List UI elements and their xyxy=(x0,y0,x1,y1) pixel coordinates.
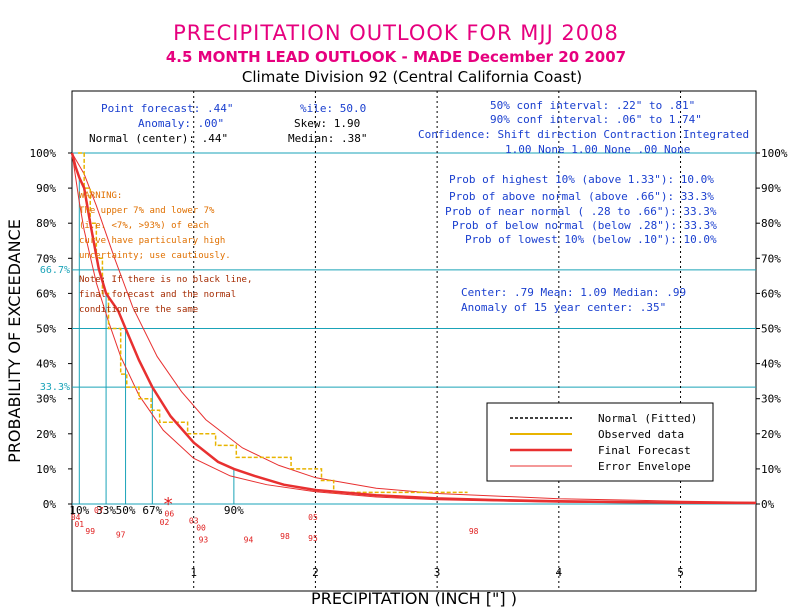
conf-interval-50: 50% conf interval: .22" to .81" xyxy=(490,99,695,112)
note-line: condition are the same xyxy=(79,305,198,315)
note-line: Note: If there is no black line, xyxy=(79,275,252,285)
y-tick-label-right: 100% xyxy=(761,147,788,160)
chart-subtitle: 4.5 MONTH LEAD OUTLOOK - MADE December 2… xyxy=(166,48,626,66)
year-label: 97 xyxy=(116,530,126,539)
y-axis-label: PROBABILITY OF EXCEEDANCE xyxy=(5,219,24,463)
percentile-label: 33% xyxy=(96,504,116,517)
climate-division-label: Climate Division 92 (Central California … xyxy=(242,68,582,86)
center-stats: Center: .79 Mean: 1.09 Median: .99 xyxy=(461,286,686,299)
year-label: 04 xyxy=(71,513,81,522)
reference-label: 66.7% xyxy=(40,265,70,276)
y-tick-label-right: 0% xyxy=(761,498,775,511)
year-label: 01 xyxy=(74,520,84,529)
legend: Normal (Fitted) Observed data Final Fore… xyxy=(486,402,714,482)
y-tick-label-right: 10% xyxy=(761,463,781,476)
plot-frame xyxy=(71,90,757,592)
y-tick-label-right: 90% xyxy=(761,182,781,195)
y-tick-label-right: 30% xyxy=(761,393,781,406)
grid-layer: 33.3%66.7%0% 0%10% 10%20% 20%30% 30%40% 40%50… xyxy=(30,91,788,591)
year-label: 93 xyxy=(199,536,209,545)
legend-box xyxy=(486,402,714,482)
y-tick-label-left: 50% xyxy=(36,323,56,336)
y-tick-label-left: 100% xyxy=(30,147,57,160)
year-label: 98 xyxy=(469,527,479,536)
prob-near-normal: Prob of near normal ( .28 to .66"): 33.3… xyxy=(445,205,717,218)
error-envelope-line xyxy=(71,152,757,503)
y-tick-label-left: 30% xyxy=(36,393,56,406)
percentile-label: 50% xyxy=(116,504,136,517)
year-label: 03 xyxy=(189,516,199,525)
prob-highest-10: Prob of highest 10% (above 1.33"): 10.0% xyxy=(449,173,714,186)
note-line: final forecast and the normal xyxy=(79,290,236,300)
year-label: 98 xyxy=(280,532,290,541)
confidence-header: Confidence: Shift direction Contraction … xyxy=(418,128,749,141)
y-tick-label-right: 50% xyxy=(761,323,781,336)
point-forecast: Point forecast: .44" xyxy=(101,102,233,115)
y-tick-label-left: 80% xyxy=(36,217,56,230)
warning-line: WARNING: xyxy=(79,191,122,201)
percentile-label: 90% xyxy=(224,504,244,517)
stats-block: Point forecast: .44" Anomaly: .00" Norma… xyxy=(89,99,749,156)
conf-interval-90: 90% conf interval: .06" to 1.74" xyxy=(490,113,702,126)
prob-below-normal: Prob of below normal (below .28"): 33.3% xyxy=(452,219,717,232)
confidence-values: 1.00 None 1.00 None .00 None xyxy=(505,143,690,156)
probability-block: Prob of highest 10% (above 1.33"): 10.0%… xyxy=(445,173,717,314)
percentile-label: 67% xyxy=(142,504,162,517)
error-envelope-line xyxy=(71,152,681,504)
y-tick-label-right: 20% xyxy=(761,428,781,441)
warning-line: curve have particulary high xyxy=(79,236,225,246)
observed-data-line xyxy=(78,152,468,494)
x-tick-label: 5 xyxy=(677,566,684,579)
percentile: %ile: 50.0 xyxy=(300,102,366,115)
year-label: 07 xyxy=(94,506,104,515)
y-tick-label-left: 70% xyxy=(36,252,56,265)
year-label: 05 xyxy=(308,513,318,522)
prob-above-normal: Prob of above normal (above .66"): 33.3% xyxy=(449,190,714,203)
center-anomaly: Anomaly of 15 year center: .35" xyxy=(461,301,666,314)
skew: Skew: 1.90 xyxy=(294,117,360,130)
legend-normal-label: Normal (Fitted) xyxy=(598,412,697,425)
prob-lowest-10: Prob of lowest 10% (below .10"): 10.0% xyxy=(465,233,717,246)
percentile-label: 10% xyxy=(69,504,89,517)
year-label: 00 xyxy=(196,523,206,532)
anomaly: Anomaly: .00" xyxy=(138,117,224,130)
legend-observed-label: Observed data xyxy=(598,428,684,441)
x-tick-label: 4 xyxy=(556,566,563,579)
y-tick-label-left: 0% xyxy=(43,498,57,511)
year-label: 02 xyxy=(160,518,170,527)
final-forecast-line xyxy=(70,152,757,505)
y-tick-label-left: 60% xyxy=(36,287,56,300)
y-tick-label-left: 10% xyxy=(36,463,56,476)
year-label: 94 xyxy=(244,536,254,545)
y-tick-label-right: 40% xyxy=(761,358,781,371)
warning-line: (i.e. <7%, >93%) of each xyxy=(79,221,209,231)
y-tick-label-left: 90% xyxy=(36,182,56,195)
warning-block: WARNING: The upper 7% and lower 7% (i.e.… xyxy=(79,191,252,315)
x-tick-label: 1 xyxy=(190,566,197,579)
y-tick-label-right: 60% xyxy=(761,287,781,300)
year-label: 06 xyxy=(165,509,175,518)
x-tick-label: 2 xyxy=(312,566,319,579)
median: Median: .38" xyxy=(288,132,367,145)
warning-line: uncertainty; use cautiously. xyxy=(79,251,231,261)
observed-marker: * xyxy=(163,494,174,515)
y-tick-label-left: 40% xyxy=(36,358,56,371)
warning-line: The upper 7% and lower 7% xyxy=(79,206,215,216)
x-axis-label: PRECIPITATION (INCH ["] ) xyxy=(311,589,517,608)
normal-center: Normal (center): .44" xyxy=(89,132,228,145)
y-tick-label-left: 20% xyxy=(36,428,56,441)
year-label: 99 xyxy=(85,527,95,536)
y-tick-label-right: 80% xyxy=(761,217,781,230)
y-tick-label-right: 70% xyxy=(761,252,781,265)
reference-label: 33.3% xyxy=(40,382,70,393)
legend-envelope-label: Error Envelope xyxy=(598,460,691,473)
legend-final-label: Final Forecast xyxy=(598,444,691,457)
x-tick-label: 3 xyxy=(434,566,441,579)
chart-title: PRECIPITATION OUTLOOK FOR MJJ 2008 xyxy=(173,21,619,45)
year-label: 95 xyxy=(308,534,318,543)
